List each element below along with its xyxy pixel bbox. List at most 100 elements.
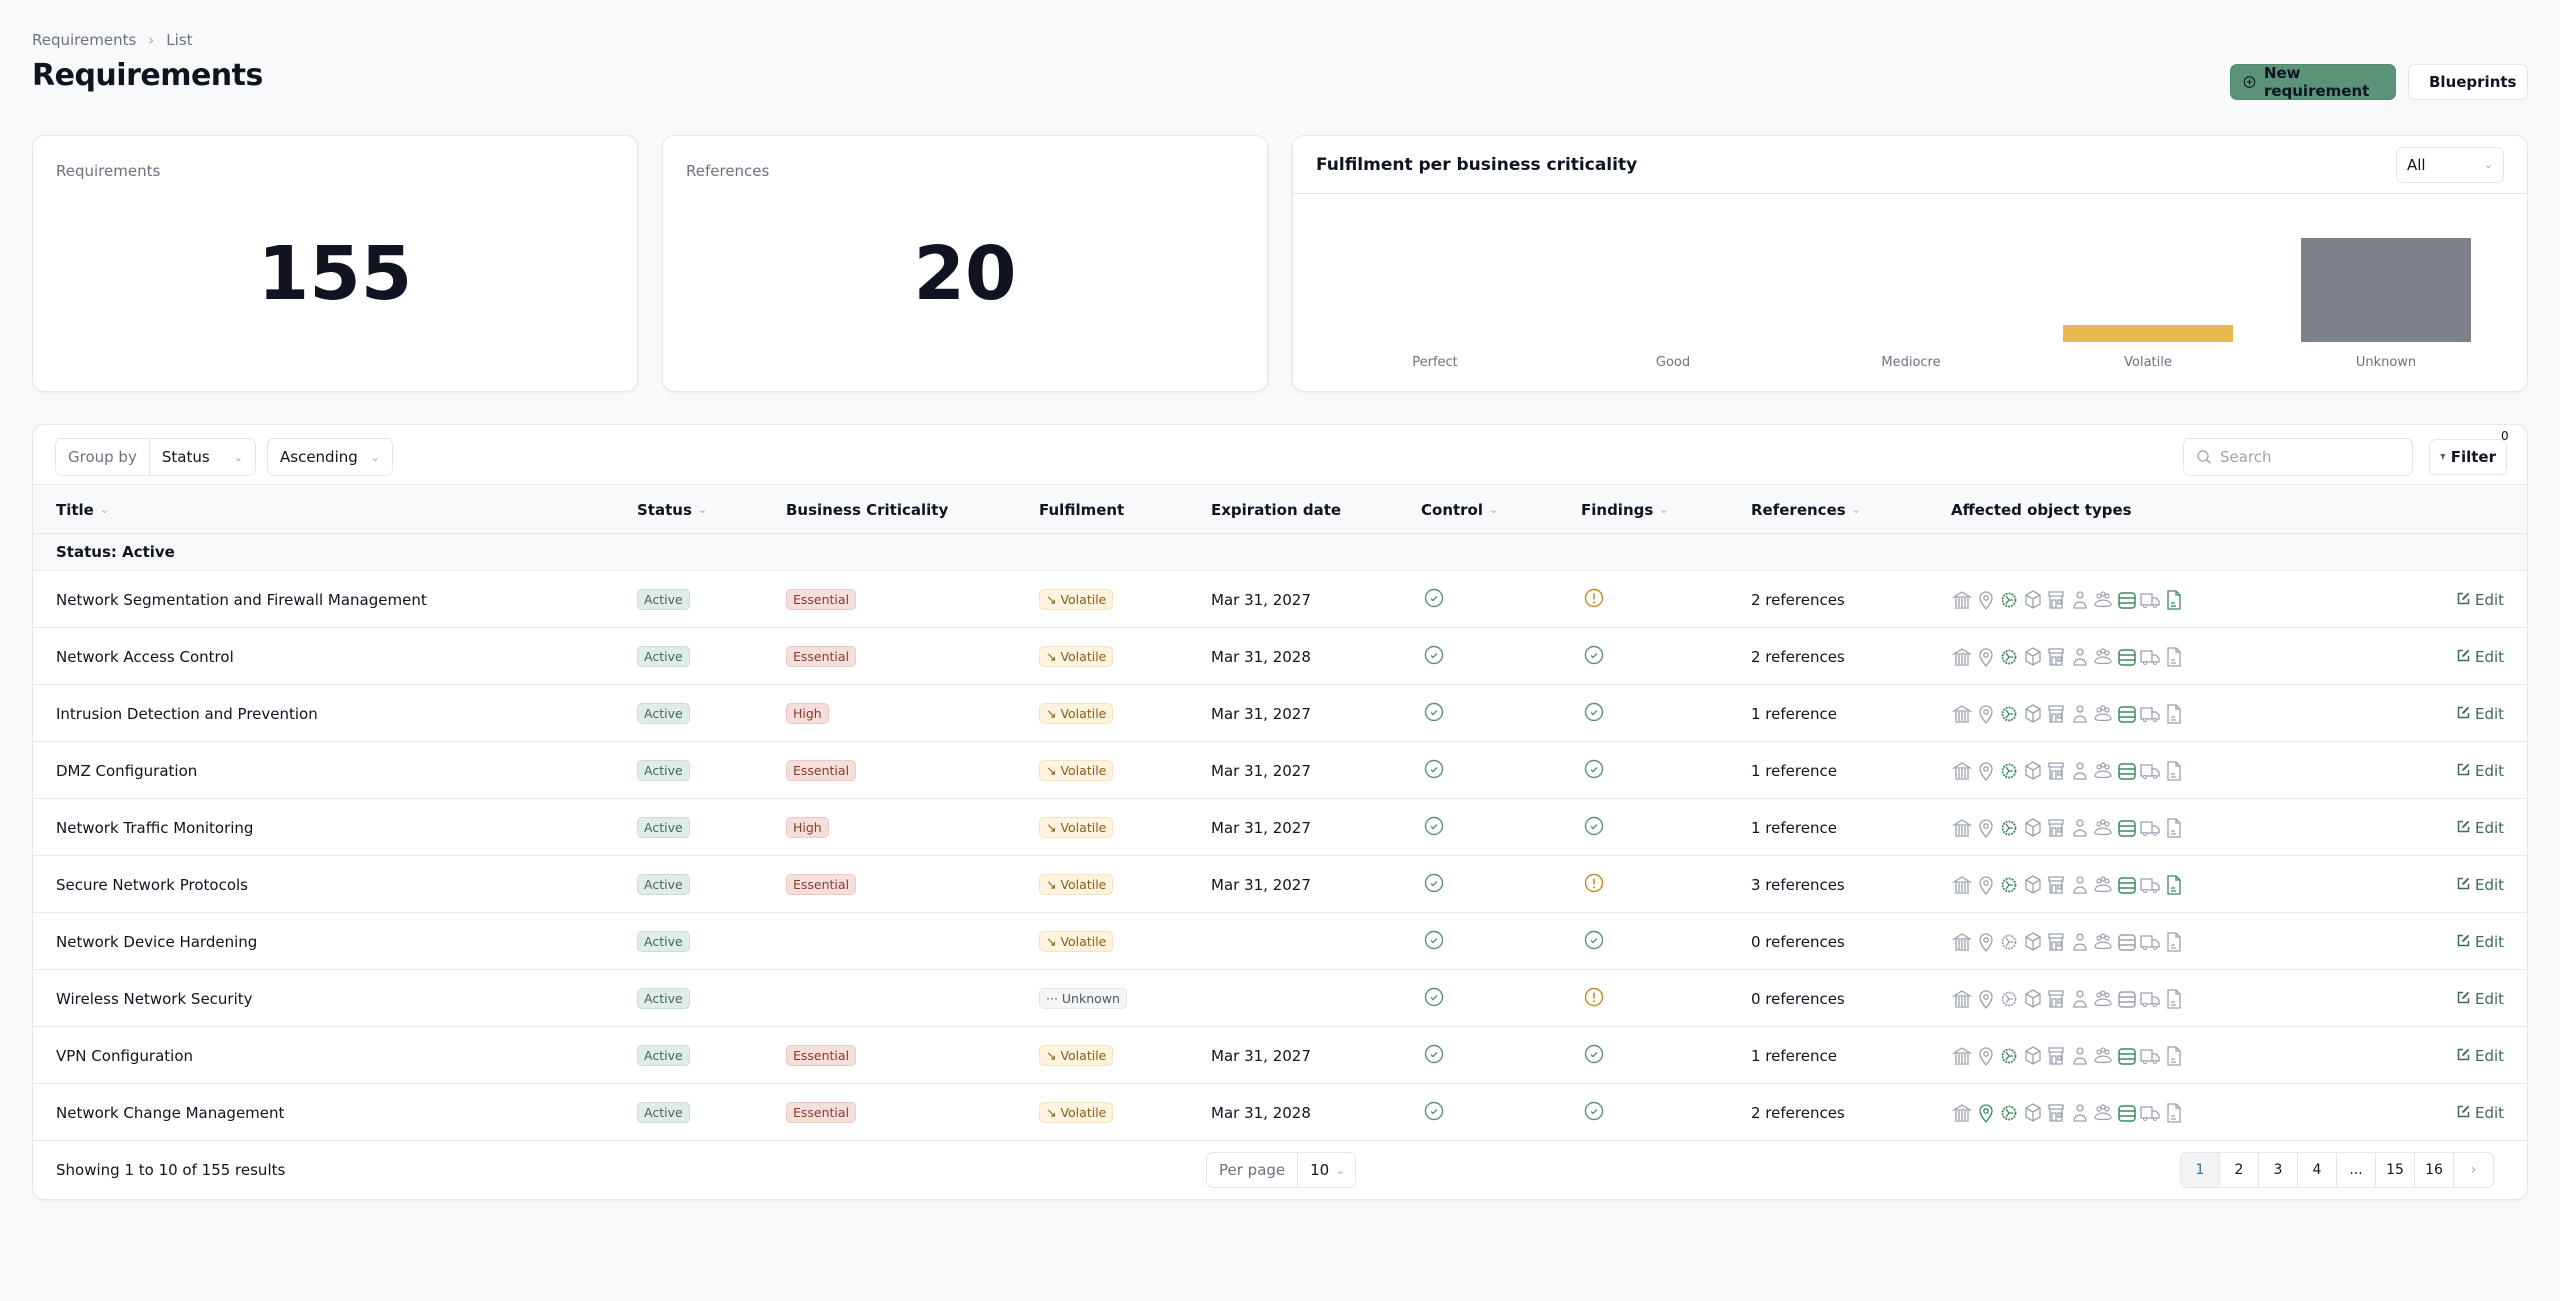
column-header-title[interactable]: Title ⌄ (56, 485, 109, 534)
requirement-title[interactable]: Secure Network Protocols (56, 875, 248, 894)
edit-button[interactable]: Edit (2457, 799, 2504, 856)
fulfilment-label: Volatile (1060, 763, 1107, 778)
requirement-title[interactable]: Network Change Management (56, 1103, 285, 1122)
references-count[interactable]: 2 references (1751, 647, 1845, 666)
control-cell (1424, 856, 1444, 913)
criticality-cell: Essential (786, 856, 857, 913)
column-header-business-criticality[interactable]: Business Criticality (786, 485, 948, 534)
edit-button[interactable]: Edit (2457, 742, 2504, 799)
requirement-title[interactable]: Network Device Hardening (56, 932, 258, 951)
findings-cell (1584, 970, 1604, 1027)
page-button-3[interactable]: 3 (2259, 1153, 2298, 1187)
references-count[interactable]: 1 reference (1751, 818, 1837, 837)
column-header-expiration-date[interactable]: Expiration date (1211, 485, 1341, 534)
truck-icon (2140, 1105, 2160, 1121)
findings-cell (1584, 913, 1604, 970)
column-header-status[interactable]: Status ⌄ (637, 485, 707, 534)
fulfilment-cell: ↘ Volatile (1039, 685, 1114, 742)
edit-button[interactable]: Edit (2457, 685, 2504, 742)
findings-cell (1584, 571, 1604, 628)
breadcrumb-requirements[interactable]: Requirements (32, 31, 137, 49)
status-cell: Active (637, 1027, 690, 1084)
arrow-down-right-icon: ↘ (1046, 820, 1061, 835)
edit-button[interactable]: Edit (2457, 628, 2504, 685)
requirement-title[interactable]: Wireless Network Security (56, 989, 253, 1008)
edit-button[interactable]: Edit (2457, 913, 2504, 970)
column-header-findings[interactable]: Findings ⌄ (1581, 485, 1669, 534)
arrow-down-right-icon: ↘ (1046, 763, 1061, 778)
expiration-cell: Mar 31, 2027 (1211, 685, 1311, 742)
per-page-select[interactable]: Per page 10 ⌄ (1206, 1152, 1356, 1188)
bank-icon (1953, 590, 1971, 609)
check-circle-icon (1424, 1044, 1444, 1068)
new-requirement-button[interactable]: New requirement (2230, 64, 2396, 100)
edit-button[interactable]: Edit (2457, 970, 2504, 1027)
references-cell: 3 references (1751, 856, 1845, 913)
expiration-cell: Mar 31, 2027 (1211, 856, 1311, 913)
expiration-date: Mar 31, 2027 (1211, 704, 1311, 723)
requirement-title[interactable]: Network Segmentation and Firewall Manage… (56, 590, 427, 609)
references-count[interactable]: 0 references (1751, 932, 1845, 951)
page-button-16[interactable]: 16 (2415, 1153, 2454, 1187)
fulfilment-label: Volatile (1060, 820, 1107, 835)
fulfilment-cell: ↘ Volatile (1039, 913, 1114, 970)
chevron-down-icon: ⌄ (233, 450, 243, 464)
requirement-title[interactable]: VPN Configuration (56, 1046, 194, 1065)
findings-cell (1584, 1027, 1604, 1084)
requirement-title[interactable]: DMZ Configuration (56, 761, 198, 780)
criticality-filter-select[interactable]: All ⌄ (2396, 146, 2504, 183)
references-count[interactable]: 3 references (1751, 875, 1845, 894)
new-requirement-label: New requirement (2263, 64, 2370, 100)
edit-button[interactable]: Edit (2457, 571, 2504, 628)
requirement-title[interactable]: Network Traffic Monitoring (56, 818, 254, 837)
fulfilment-cell: ↘ Volatile (1039, 571, 1114, 628)
blueprints-button[interactable]: Blueprints (2408, 64, 2528, 100)
affected-object-types (1951, 816, 2185, 840)
column-header-control[interactable]: Control ⌄ (1421, 485, 1498, 534)
column-header-affected-object-types[interactable]: Affected object types (1951, 485, 2132, 534)
criticality-cell: Essential (786, 1084, 857, 1141)
sort-order-select[interactable]: Ascending ⌄ (267, 438, 393, 476)
edit-button[interactable]: Edit (2457, 856, 2504, 913)
chevron-down-icon: ⌄ (697, 503, 708, 516)
references-count[interactable]: 0 references (1751, 989, 1845, 1008)
page-button-15[interactable]: 15 (2376, 1153, 2415, 1187)
expiration-cell: Mar 31, 2027 (1211, 799, 1311, 856)
requirement-title[interactable]: Network Access Control (56, 647, 234, 666)
fulfilment-chart-card: Fulfilment per business criticality All … (1292, 135, 2528, 392)
filter-button[interactable]: Filter (2429, 439, 2507, 475)
references-count[interactable]: 1 reference (1751, 1046, 1837, 1065)
gear-icon (2001, 1105, 2017, 1120)
arrow-down-right-icon: ↘ (1046, 934, 1061, 949)
references-count[interactable]: 2 references (1751, 590, 1845, 609)
edit-button[interactable]: Edit (2457, 1084, 2504, 1141)
references-count[interactable]: 1 reference (1751, 704, 1837, 723)
person-icon (2072, 761, 2087, 780)
references-count[interactable]: 1 reference (1751, 761, 1837, 780)
store-icon (2048, 704, 2064, 723)
chevron-down-icon: ⌄ (1489, 503, 1499, 516)
affected-types-cell (1951, 970, 2185, 1027)
references-count[interactable]: 2 references (1751, 1103, 1845, 1122)
box-icon (2024, 703, 2041, 723)
edit-button[interactable]: Edit (2457, 1027, 2504, 1084)
search-input[interactable]: Search (2183, 438, 2413, 476)
column-header-fulfilment[interactable]: Fulfilment (1039, 485, 1124, 534)
search-placeholder: Search (2220, 448, 2272, 466)
next-page-button[interactable]: › (2470, 1162, 2477, 1178)
fulfilment-label: Volatile (1060, 706, 1107, 721)
bank-icon (1953, 647, 1971, 666)
bar-chart: Perfect Good Mediocre Volatile Unknown (1293, 136, 2529, 393)
page-button-4[interactable]: 4 (2298, 1153, 2337, 1187)
column-header-references[interactable]: References ⌄ (1751, 485, 1861, 534)
document-icon (2166, 760, 2181, 781)
group-by-select[interactable]: Group by Status ⌄ (55, 438, 256, 476)
requirement-title[interactable]: Intrusion Detection and Prevention (56, 704, 318, 723)
page-button-1[interactable]: 1 (2181, 1153, 2220, 1187)
pagination-ellipsis: ... (2337, 1153, 2376, 1187)
affected-types-cell (1951, 1027, 2185, 1084)
status-cell: Active (637, 1084, 690, 1141)
title-cell: Network Change Management (56, 1084, 284, 1141)
page-button-2[interactable]: 2 (2220, 1153, 2259, 1187)
fulfilment-cell: ↘ Volatile (1039, 856, 1114, 913)
